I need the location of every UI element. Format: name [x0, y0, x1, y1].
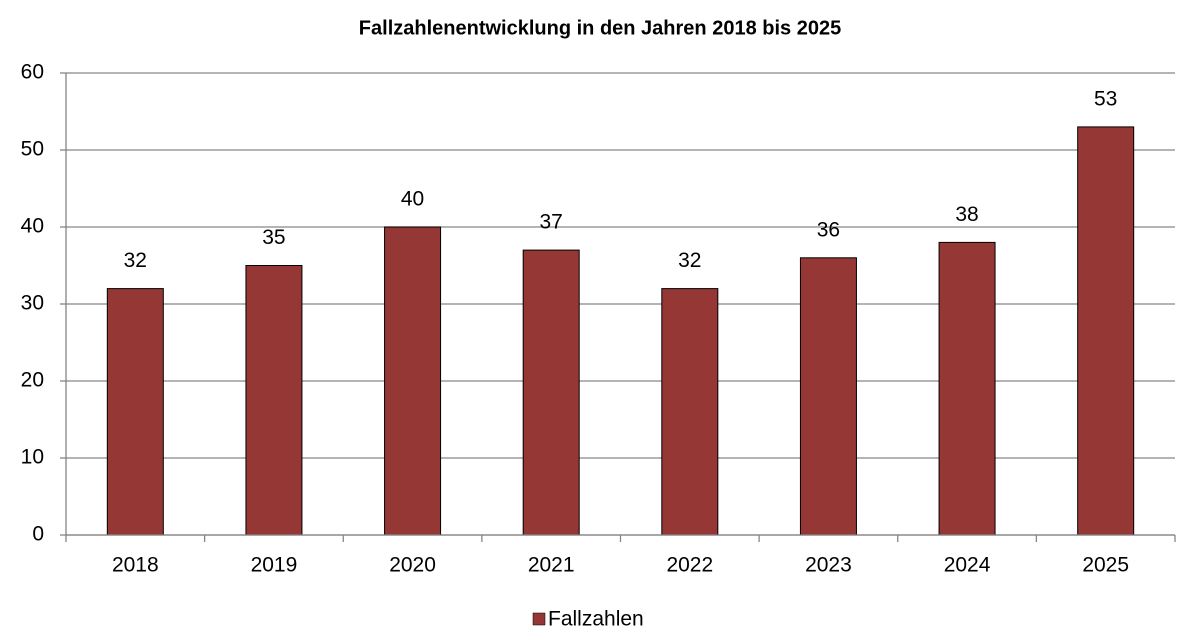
bar	[522, 249, 580, 536]
y-tick-label: 10	[21, 446, 44, 469]
y-tick-label: 50	[21, 138, 44, 161]
x-tick-label: 2021	[528, 554, 575, 577]
data-label: 40	[401, 188, 424, 211]
data-label: 37	[540, 211, 563, 234]
legend-swatch	[532, 612, 546, 626]
y-tick-label: 30	[21, 292, 44, 315]
bar	[938, 241, 996, 536]
bar	[799, 257, 857, 536]
x-tick-label: 2020	[389, 554, 436, 577]
x-tick-label: 2018	[112, 554, 159, 577]
x-tick-label: 2024	[944, 554, 991, 577]
x-tick-label: 2022	[666, 554, 713, 577]
data-label: 32	[124, 249, 147, 272]
y-tick-label: 0	[32, 523, 44, 546]
bar	[661, 288, 719, 536]
x-tick-label: 2023	[805, 554, 852, 577]
y-tick-label: 20	[21, 369, 44, 392]
data-label: 36	[817, 218, 840, 241]
chart-title: Fallzahlenentwicklung in den Jahren 2018…	[359, 17, 841, 39]
x-tick-label: 2025	[1082, 554, 1129, 577]
bar	[106, 288, 164, 536]
bar	[384, 226, 442, 536]
data-label: 32	[678, 249, 701, 272]
x-tick-label: 2019	[251, 554, 298, 577]
y-tick-label: 60	[21, 61, 44, 84]
data-label: 53	[1094, 87, 1117, 110]
legend-label: Fallzahlen	[548, 608, 644, 630]
bar	[245, 265, 303, 536]
y-tick-label: 40	[21, 215, 44, 238]
data-label: 38	[955, 203, 978, 226]
bar	[1077, 126, 1135, 536]
data-label: 35	[262, 226, 285, 249]
